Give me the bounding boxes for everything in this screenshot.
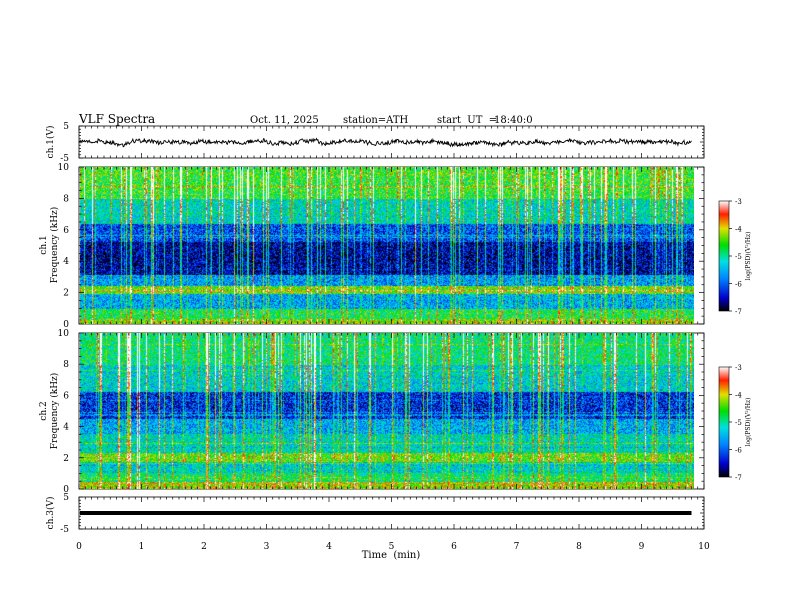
ch2-spectrogram-image bbox=[80, 333, 694, 489]
ch1-spectrogram-ytick-label: 8 bbox=[63, 194, 69, 204]
ch1-spectrogram-colorbar-tick-label: -6 bbox=[735, 281, 742, 289]
ch2-colorbar bbox=[718, 366, 730, 478]
x-tick-label: 10 bbox=[698, 542, 710, 552]
ch2-spectrogram-ylabel-top: ch.2 bbox=[39, 401, 49, 420]
ch1-spectrogram-colorbar-tick-label: -5 bbox=[735, 253, 742, 261]
x-tick-label: 2 bbox=[201, 542, 207, 552]
ch2-spectrogram-ytick-label: 8 bbox=[63, 360, 69, 370]
x-tick-label: 5 bbox=[389, 542, 395, 552]
x-tick-label: 4 bbox=[326, 542, 332, 552]
header-date: Oct. 11, 2025 bbox=[250, 115, 319, 126]
x-tick-label: 0 bbox=[76, 542, 82, 552]
ch3-waveform-ytick-label: -5 bbox=[60, 525, 69, 535]
ch2-spectrogram-colorbar-tick-label: -4 bbox=[735, 392, 742, 400]
ch1-spectrogram-colorbar-tick-label: -3 bbox=[735, 198, 742, 206]
ch1-spectrogram-image bbox=[80, 167, 694, 324]
x-tick-label: 9 bbox=[639, 542, 645, 552]
ch1-spectrogram-ytick-label: 2 bbox=[63, 289, 69, 299]
x-tick-label: 1 bbox=[139, 542, 145, 552]
ch2-spectrogram-colorbar-tick-label: -7 bbox=[735, 474, 742, 482]
ch3-waveform-line bbox=[80, 511, 692, 515]
ch1-waveform-ytick-label: 5 bbox=[63, 122, 69, 132]
ch2-spectrogram-ytick-label: 4 bbox=[63, 423, 69, 433]
ch1-spectrogram-ytick-label: 0 bbox=[63, 320, 69, 330]
ch1-spectrogram-ylabel-top: ch.1 bbox=[39, 235, 49, 254]
header-start-label: start UT = bbox=[437, 115, 497, 126]
header-start-time: 18:40:0 bbox=[494, 115, 533, 126]
ch3-waveform-ytick-label: 5 bbox=[63, 493, 69, 503]
ch1-spectrogram-ytick-label: 4 bbox=[63, 257, 69, 267]
ch1-colorbar-label: log(PSD)(V²/Hz) bbox=[745, 232, 752, 281]
axis-tick-labels: 0 1 2 3 4 5 6 7 8 9 105-50246810-3-4-5-6-70246810-… bbox=[58, 122, 743, 552]
ch1-waveform-ylabel: ch.1(V) bbox=[45, 126, 56, 159]
ch2-spectrogram-ytick-label: 2 bbox=[63, 454, 69, 464]
ch1-spectrogram-colorbar-tick-label: -7 bbox=[735, 308, 742, 316]
x-axis-label: Time (min) bbox=[362, 550, 421, 561]
x-tick-label: 3 bbox=[264, 542, 270, 552]
ch1-waveform-line bbox=[78, 137, 692, 148]
ch1-waveform-ytick-label: -5 bbox=[60, 154, 69, 164]
ch2-spectrogram-ylabel: Frequency (kHz) bbox=[49, 373, 60, 450]
ch2-spectrogram-ytick-label: 6 bbox=[63, 391, 69, 401]
ch2-spectrogram-colorbar-tick-label: -5 bbox=[735, 419, 742, 427]
header-station: station=ATH bbox=[343, 115, 409, 126]
axis-ticks bbox=[78, 125, 732, 530]
ch2-spectrogram-colorbar-tick-label: -3 bbox=[735, 364, 742, 372]
ch1-spectrogram-ylabel: Frequency (kHz) bbox=[49, 207, 60, 284]
ch1-colorbar bbox=[718, 200, 730, 312]
figure-title: VLF Spectra bbox=[78, 112, 155, 126]
ch3-waveform-ylabel: ch.3(V) bbox=[45, 497, 56, 530]
ch1-spectrogram-ytick-label: 6 bbox=[63, 226, 69, 236]
x-tick-label: 6 bbox=[451, 542, 457, 552]
ch1-spectrogram-colorbar-tick-label: -4 bbox=[735, 226, 742, 234]
ch2-spectrogram-ytick-label: 0 bbox=[63, 485, 69, 495]
ch2-colorbar-label: log(PSD)(V²/Hz) bbox=[745, 398, 752, 447]
ch2-spectrogram-ytick-label: 10 bbox=[58, 329, 70, 339]
x-tick-label: 7 bbox=[514, 542, 520, 552]
ch2-spectrogram-colorbar-tick-label: -6 bbox=[735, 447, 742, 455]
x-tick-label: 8 bbox=[576, 542, 582, 552]
ch1-spectrogram-ytick-label: 10 bbox=[58, 163, 70, 173]
